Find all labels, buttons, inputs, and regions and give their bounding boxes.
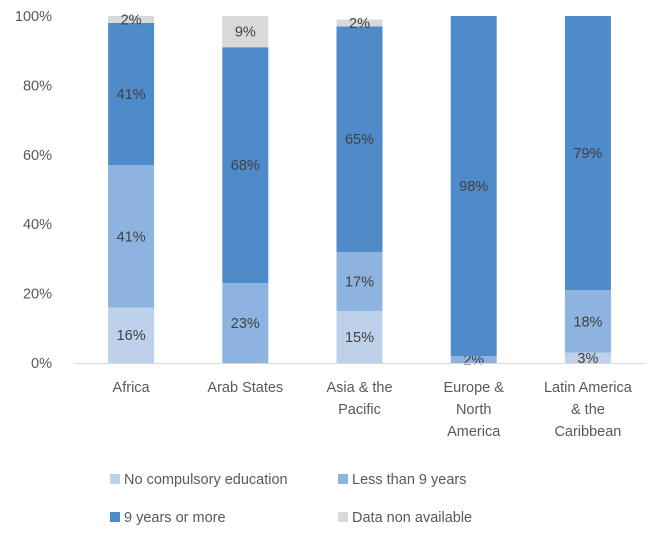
legend-swatch bbox=[110, 474, 120, 484]
category-label: Pacific bbox=[338, 402, 381, 418]
data-label: 79% bbox=[573, 146, 602, 162]
category-label: America bbox=[447, 424, 501, 440]
category-label: Latin America bbox=[544, 380, 633, 396]
data-label: 17% bbox=[345, 274, 374, 290]
category-label: Arab States bbox=[207, 380, 283, 396]
y-tick-label: 100% bbox=[15, 9, 52, 25]
legend-swatch bbox=[110, 512, 120, 522]
bar-segment bbox=[336, 251, 383, 311]
data-label: 23% bbox=[231, 316, 260, 332]
category-label: North bbox=[456, 402, 491, 418]
category-label: Caribbean bbox=[554, 424, 621, 440]
data-label: 15% bbox=[345, 330, 374, 346]
bar-segment bbox=[222, 16, 269, 48]
bar-segment bbox=[222, 283, 269, 363]
legend-label: Data non available bbox=[352, 510, 472, 526]
category-label: Europe & bbox=[443, 380, 504, 396]
data-label: 2% bbox=[349, 16, 370, 32]
bar-segment bbox=[450, 16, 497, 357]
category-label: Africa bbox=[113, 380, 151, 396]
data-label: 2% bbox=[463, 353, 484, 369]
bar-segment bbox=[108, 16, 155, 23]
bar-segment bbox=[564, 16, 611, 291]
legend-label: No compulsory education bbox=[124, 472, 288, 488]
bar-segment bbox=[108, 307, 155, 363]
bar-segment bbox=[336, 310, 383, 363]
data-label: 98% bbox=[459, 179, 488, 195]
bar-segment bbox=[336, 19, 383, 27]
bar-segment bbox=[336, 26, 383, 252]
bar-segment bbox=[108, 165, 155, 308]
category-label: Asia & the bbox=[326, 380, 392, 396]
bar-segment bbox=[108, 22, 155, 166]
y-tick-label: 0% bbox=[31, 356, 52, 372]
bar-segment bbox=[450, 356, 497, 363]
y-tick-label: 40% bbox=[23, 217, 52, 233]
data-label: 18% bbox=[573, 314, 602, 330]
y-tick-label: 20% bbox=[23, 287, 52, 303]
bar-segment bbox=[222, 47, 269, 284]
data-label: 16% bbox=[117, 328, 146, 344]
y-tick-label: 80% bbox=[23, 78, 52, 94]
data-label: 68% bbox=[231, 158, 260, 174]
y-tick-label: 60% bbox=[23, 148, 52, 164]
legend-swatch bbox=[338, 474, 348, 484]
category-label: & the bbox=[571, 402, 605, 418]
data-label: 9% bbox=[235, 25, 256, 41]
bar-segment bbox=[564, 352, 611, 363]
data-label: 65% bbox=[345, 132, 374, 148]
legend-swatch bbox=[338, 512, 348, 522]
data-label: 3% bbox=[577, 351, 598, 367]
legend-label: Less than 9 years bbox=[352, 472, 466, 488]
legend-label: 9 years or more bbox=[124, 510, 226, 526]
data-label: 41% bbox=[117, 87, 146, 103]
data-label: 41% bbox=[117, 229, 146, 245]
data-label: 2% bbox=[121, 12, 142, 28]
bar-segment bbox=[564, 290, 611, 353]
